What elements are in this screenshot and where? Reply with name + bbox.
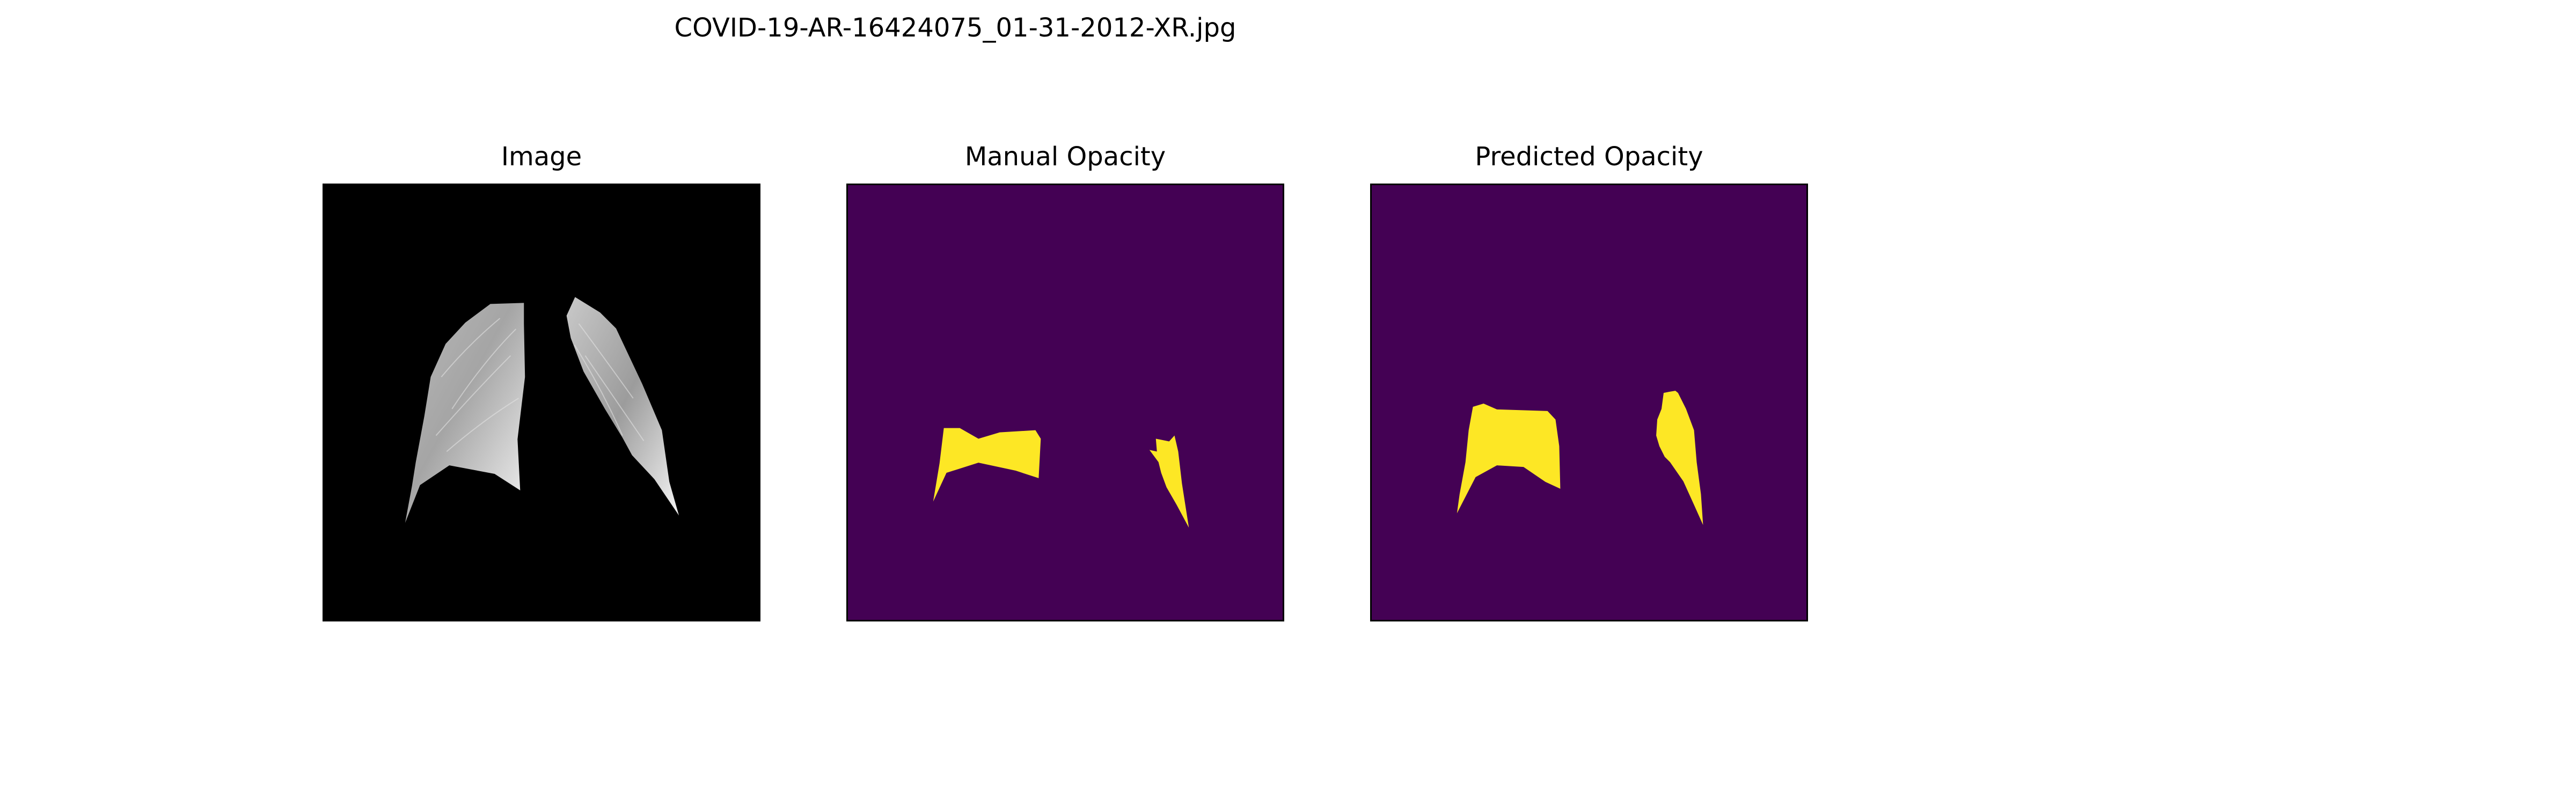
xray-vessel-texture [435, 318, 645, 452]
predicted-opacity-region-right [1457, 403, 1561, 514]
manual-opacity-panel-title: Manual Opacity [964, 142, 1166, 172]
image-panel: Image [323, 142, 760, 621]
xray-svg [324, 185, 759, 620]
right-lung-field [405, 303, 525, 523]
mask-background [1372, 185, 1806, 620]
xray-background [324, 185, 759, 620]
manual-mask-svg [848, 185, 1283, 620]
mask-background [848, 185, 1283, 620]
manual-opacity-region-right [933, 428, 1041, 502]
left-lung-field [566, 297, 679, 516]
predicted-opacity-region-left [1656, 391, 1703, 525]
image-panel-title: Image [501, 142, 582, 172]
predicted-mask-svg [1372, 185, 1806, 620]
manual-opacity-mask [846, 184, 1284, 621]
predicted-opacity-mask [1370, 184, 1808, 621]
predicted-opacity-panel: Predicted Opacity [1370, 142, 1808, 621]
manual-opacity-panel: Manual Opacity [846, 142, 1284, 621]
figure-title: COVID-19-AR-16424075_01-31-2012-XR.jpg [674, 13, 1236, 43]
predicted-opacity-panel-title: Predicted Opacity [1475, 142, 1703, 172]
xray-image [323, 184, 760, 621]
manual-opacity-region-left [1149, 435, 1189, 528]
